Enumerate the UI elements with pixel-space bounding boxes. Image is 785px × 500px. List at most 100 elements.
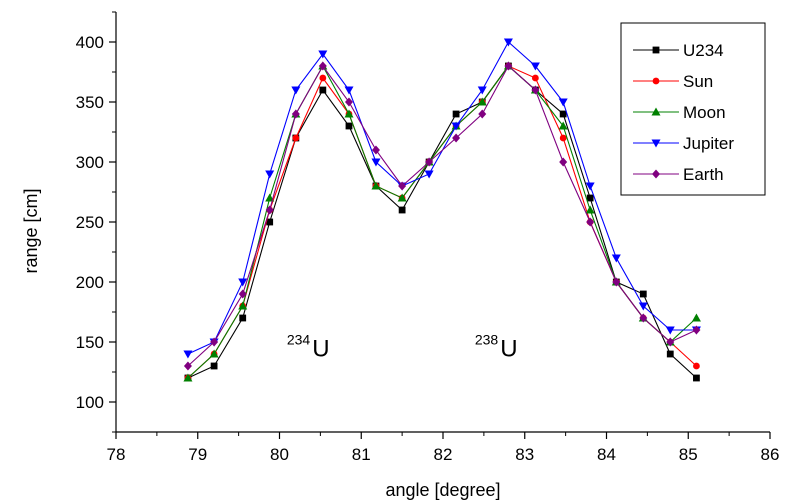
data-point bbox=[452, 110, 460, 118]
data-point bbox=[209, 349, 219, 358]
data-point bbox=[503, 38, 513, 47]
x-tick-label: 80 bbox=[270, 445, 289, 464]
legend-marker bbox=[652, 77, 660, 85]
data-point bbox=[318, 50, 328, 59]
legend-label: Jupiter bbox=[683, 134, 734, 153]
legend-entry: Earth bbox=[633, 165, 724, 184]
data-point bbox=[585, 182, 595, 191]
legend-label: U234 bbox=[683, 41, 724, 60]
data-point bbox=[530, 62, 540, 71]
data-point bbox=[691, 313, 701, 322]
data-point bbox=[558, 121, 568, 130]
data-point bbox=[477, 86, 487, 95]
data-point bbox=[665, 326, 675, 335]
data-point bbox=[292, 134, 300, 142]
legend-entry: U234 bbox=[633, 41, 724, 60]
data-point bbox=[265, 193, 275, 202]
data-point bbox=[344, 109, 354, 118]
data-point bbox=[639, 290, 647, 298]
data-point bbox=[319, 74, 327, 82]
legend-marker bbox=[651, 139, 661, 148]
series-line bbox=[187, 64, 697, 379]
data-point bbox=[666, 350, 674, 358]
isotope-symbol: U bbox=[312, 335, 329, 362]
x-tick-label: 82 bbox=[434, 445, 453, 464]
y-tick-label: 250 bbox=[76, 213, 104, 232]
data-point bbox=[291, 86, 301, 95]
legend-label: Moon bbox=[683, 103, 726, 122]
data-point bbox=[344, 97, 353, 107]
data-point bbox=[238, 301, 248, 310]
x-tick-label: 79 bbox=[188, 445, 207, 464]
x-tick-label: 83 bbox=[515, 445, 534, 464]
data-point bbox=[559, 110, 567, 118]
data-point bbox=[585, 205, 595, 214]
data-point bbox=[265, 205, 274, 215]
data-point bbox=[344, 86, 354, 95]
data-point bbox=[425, 157, 434, 167]
data-point bbox=[451, 122, 461, 131]
data-point bbox=[238, 289, 247, 299]
legend-entry: Jupiter bbox=[633, 134, 734, 153]
isotope-label: 234 U bbox=[287, 331, 330, 362]
x-tick-label: 84 bbox=[597, 445, 616, 464]
y-tick-label: 300 bbox=[76, 153, 104, 172]
data-point bbox=[586, 194, 594, 202]
data-point bbox=[371, 158, 381, 167]
x-tick-label: 78 bbox=[107, 445, 126, 464]
legend-marker bbox=[651, 107, 661, 116]
annotation-layer: 234 U 238 U bbox=[287, 331, 518, 362]
data-point bbox=[319, 86, 327, 94]
data-point bbox=[397, 193, 407, 202]
y-tick-label: 100 bbox=[76, 393, 104, 412]
data-point bbox=[693, 374, 700, 382]
data-point bbox=[586, 217, 595, 227]
legend-marker bbox=[652, 169, 660, 179]
data-point bbox=[558, 98, 568, 107]
data-point bbox=[266, 218, 274, 226]
data-point bbox=[531, 74, 539, 82]
data-point bbox=[183, 361, 192, 371]
data-point bbox=[693, 362, 700, 370]
data-point bbox=[183, 350, 193, 359]
legend-label: Sun bbox=[683, 72, 713, 91]
series-line bbox=[187, 41, 697, 355]
legend-marker bbox=[652, 46, 660, 54]
legend-entry: Moon bbox=[633, 103, 726, 122]
data-point bbox=[371, 181, 381, 190]
data-point bbox=[612, 277, 621, 287]
y-axis-label: range [cm] bbox=[21, 188, 41, 273]
x-tick-label: 81 bbox=[352, 445, 371, 464]
data-point bbox=[424, 170, 434, 179]
data-point bbox=[638, 302, 648, 311]
ticks: 78 79 80 81 82 83 84 85 86 100 150 200 250 300 350 400 bbox=[76, 11, 779, 464]
series-layer bbox=[183, 38, 701, 382]
data-point bbox=[183, 373, 193, 382]
y-tick-label: 350 bbox=[76, 93, 104, 112]
series-earth bbox=[183, 61, 701, 371]
data-point bbox=[559, 157, 568, 167]
data-point bbox=[478, 109, 487, 119]
data-point bbox=[238, 278, 248, 287]
data-point bbox=[504, 61, 513, 71]
data-point bbox=[477, 97, 487, 106]
series-line bbox=[187, 65, 697, 379]
x-tick-label: 85 bbox=[679, 445, 698, 464]
data-point bbox=[291, 109, 300, 119]
data-point bbox=[210, 337, 219, 347]
data-point bbox=[239, 314, 247, 322]
data-point bbox=[639, 313, 648, 323]
data-point bbox=[345, 122, 353, 130]
data-point bbox=[692, 325, 701, 335]
data-point bbox=[559, 134, 567, 142]
y-tick-label: 400 bbox=[76, 33, 104, 52]
y-tick-label: 200 bbox=[76, 273, 104, 292]
data-point bbox=[398, 181, 407, 191]
x-axis-label: angle [degree] bbox=[385, 480, 500, 500]
legend-label: Earth bbox=[683, 165, 724, 184]
data-point bbox=[531, 85, 540, 95]
isotope-mass-number: 238 bbox=[475, 331, 499, 347]
data-point bbox=[666, 337, 675, 347]
data-point bbox=[611, 254, 621, 263]
